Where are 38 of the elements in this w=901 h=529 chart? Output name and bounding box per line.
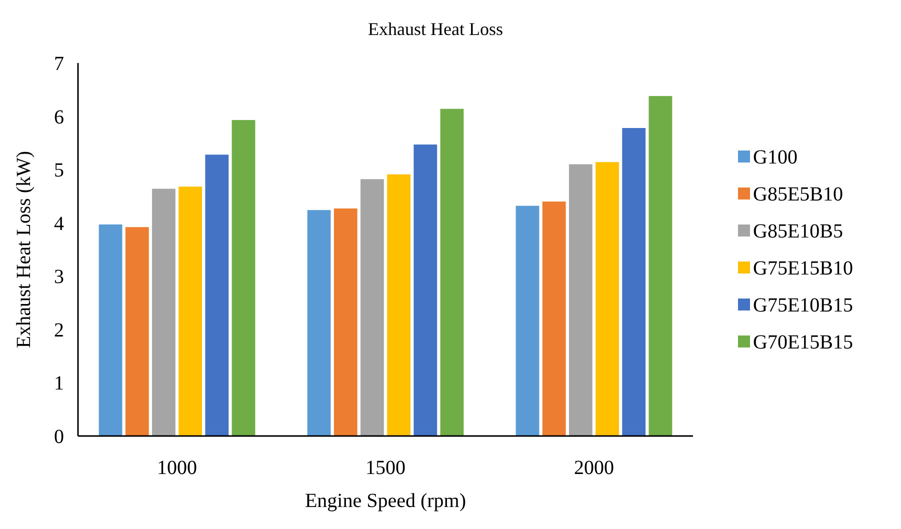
bar — [205, 154, 229, 436]
bar — [648, 96, 672, 436]
bar — [334, 208, 358, 436]
x-tick-label: 1500 — [366, 457, 406, 479]
y-tick-label: 2 — [54, 319, 64, 342]
x-axis-title: Engine Speed (rpm) — [304, 490, 466, 512]
y-axis-title: Exhaust Heat Loss (kW) — [13, 150, 35, 348]
legend-label: G75E15B10 — [753, 258, 853, 280]
bar — [98, 224, 122, 436]
legend-label: G85E10B5 — [753, 220, 843, 242]
bar — [360, 179, 384, 436]
bar — [542, 202, 566, 436]
x-tick-label: 2000 — [574, 457, 614, 479]
legend-label: G100 — [753, 146, 798, 168]
y-tick-label: 4 — [54, 212, 64, 235]
bar — [414, 144, 438, 436]
bar — [596, 162, 619, 436]
legend-label: G75E10B15 — [753, 294, 853, 316]
legend-label: G85E5B10 — [753, 184, 843, 206]
bar — [568, 164, 592, 436]
bar — [440, 108, 464, 436]
x-tick-label: 1000 — [157, 457, 198, 479]
y-tick-label: 5 — [54, 160, 64, 182]
y-tick-label: 1 — [54, 372, 64, 395]
bar — [152, 188, 176, 436]
bar — [307, 210, 331, 436]
bar — [387, 174, 410, 436]
bar — [232, 120, 256, 436]
y-tick-label: 3 — [54, 266, 64, 288]
y-tick-label: 6 — [54, 106, 64, 128]
bar — [622, 128, 646, 436]
bar — [125, 227, 149, 436]
bar — [178, 186, 202, 436]
y-tick-label: 0 — [54, 426, 64, 448]
y-tick-label: 7 — [54, 53, 64, 75]
legend-label: G70E15B15 — [753, 332, 853, 354]
chart-title: Exhaust Heat Loss — [368, 19, 503, 39]
bar — [516, 206, 540, 436]
